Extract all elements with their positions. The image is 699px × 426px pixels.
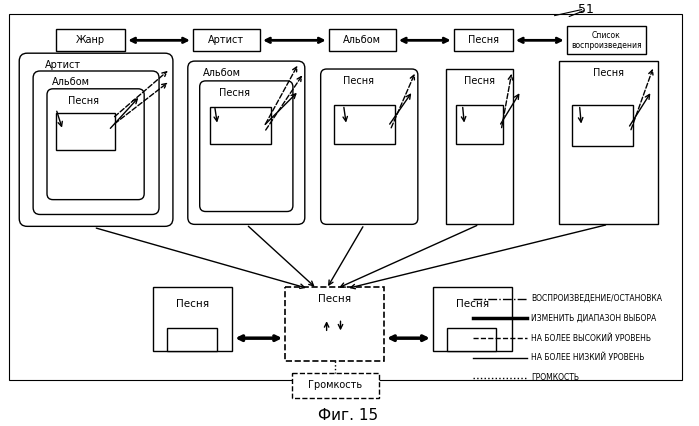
FancyBboxPatch shape [33,71,159,214]
Bar [447,328,496,351]
Text: ГРОМКОСТЬ: ГРОМКОСТЬ [531,373,579,382]
Bar [193,29,260,51]
Bar [456,105,503,144]
Bar [210,106,271,144]
Text: Громкость: Громкость [308,380,363,390]
Bar [167,328,217,351]
Text: Альбом: Альбом [203,68,240,78]
Text: НА БОЛЕЕ НИЗКИЙ УРОВЕНЬ: НА БОЛЕЕ НИЗКИЙ УРОВЕНЬ [531,354,644,363]
Text: Артист: Артист [45,60,81,70]
Bar [153,287,233,351]
Text: 51: 51 [579,3,594,16]
Text: Песня: Песня [593,68,624,78]
Text: Песня: Песня [219,88,250,98]
FancyBboxPatch shape [200,81,293,212]
Bar [454,29,513,51]
Bar [433,287,512,351]
Bar [56,29,125,51]
Text: Песня: Песня [468,35,499,45]
Text: Песня: Песня [318,294,351,304]
FancyBboxPatch shape [20,53,173,226]
Text: Альбом: Альбом [343,35,382,45]
Bar [559,61,658,225]
FancyBboxPatch shape [321,69,418,225]
FancyBboxPatch shape [188,61,305,225]
Bar [329,29,396,51]
Text: Песня: Песня [69,96,99,106]
Text: ВОСПРОИЗВЕДЕНИЕ/ОСТАНОВКА: ВОСПРОИЗВЕДЕНИЕ/ОСТАНОВКА [531,294,662,303]
Text: Песня: Песня [464,76,495,86]
Bar [333,105,395,144]
Bar [285,287,384,361]
Text: Песня: Песня [343,76,374,86]
Text: Фиг. 15: Фиг. 15 [318,408,378,423]
Text: Песня: Песня [176,299,209,308]
Bar [292,373,379,397]
Text: НА БОЛЕЕ ВЫСОКИЙ УРОВЕНЬ: НА БОЛЕЕ ВЫСОКИЙ УРОВЕНЬ [531,334,651,343]
Text: ИЗМЕНИТЬ ДИАПАЗОН ВЫБОРА: ИЗМЕНИТЬ ДИАПАЗОН ВЫБОРА [531,314,656,323]
Text: Альбом: Альбом [52,77,89,87]
FancyBboxPatch shape [47,89,144,200]
Bar [9,14,682,380]
Bar [445,69,513,225]
Text: Жанр: Жанр [76,35,105,45]
Bar [56,112,115,150]
Text: Артист: Артист [208,35,245,45]
Bar [567,26,646,54]
Bar [572,105,633,146]
Text: Песня: Песня [456,299,489,308]
Text: Список
воспроизведения: Список воспроизведения [571,31,642,50]
